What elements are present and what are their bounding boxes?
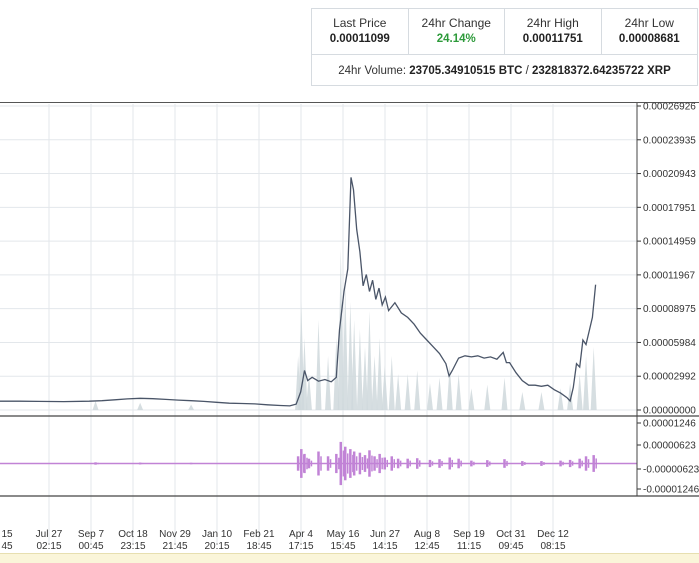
x-tick-date: Nov 29 — [159, 529, 191, 540]
volume-bar — [576, 374, 583, 410]
y-tick-label: 0.00020943 — [643, 169, 696, 180]
volume-bar — [315, 320, 322, 410]
last-price-label: Last Price — [333, 16, 387, 30]
volume-bar — [137, 402, 144, 410]
volume-xrp: 232818372.64235722 XRP — [531, 65, 671, 77]
volume-bar — [446, 365, 453, 410]
volume-bar — [325, 356, 332, 410]
volume-bar — [414, 370, 421, 410]
low-stat: 24hr Low 0.00008681 — [602, 9, 698, 54]
x-tick-time: 17:15 — [288, 541, 313, 552]
volume-bar — [567, 383, 574, 410]
volume-bar — [388, 356, 395, 410]
x-tick-time: 02:15 — [36, 541, 61, 552]
volume-bar — [468, 388, 475, 410]
x-tick-date: Apr 4 — [289, 529, 313, 540]
volume-separator: / — [522, 65, 532, 77]
volume-bar — [538, 392, 545, 410]
x-tick-date: Jan 10 — [202, 529, 232, 540]
x-tick-date: Aug 8 — [414, 529, 441, 540]
x-tick-date: Oct 31 — [496, 529, 526, 540]
x-tick-date: Sep 19 — [453, 529, 485, 540]
x-tick-time: 45 — [1, 541, 13, 552]
osc-tick-label: 0.00000623 — [643, 441, 696, 452]
y-tick-label: 0.00011967 — [643, 270, 696, 281]
volume-bar — [351, 320, 358, 410]
volume-bar — [366, 311, 373, 410]
x-tick-time: 21:45 — [162, 541, 187, 552]
x-tick-time: 18:45 — [246, 541, 271, 552]
volume-row: 24hr Volume: 23705.34910515 BTC / 232818… — [312, 55, 697, 87]
volume-bar — [356, 329, 363, 410]
volume-bar — [557, 388, 564, 410]
x-tick-date: Jul 27 — [36, 529, 63, 540]
y-tick-label: 0.00008975 — [643, 304, 696, 315]
osc-tick-label: -0.00001246 — [643, 485, 699, 496]
change-value: 24.14% — [436, 33, 476, 45]
change-stat: 24hr Change 24.14% — [409, 9, 505, 54]
x-tick-date: Jun 27 — [370, 529, 400, 540]
y-tick-label: 0.00014959 — [643, 237, 696, 248]
price-line — [0, 177, 597, 407]
x-tick-time: 08:15 — [540, 541, 565, 552]
footer-bar — [0, 553, 699, 563]
x-tick-time: 20:15 — [204, 541, 229, 552]
x-tick-date: Sep 7 — [78, 529, 105, 540]
osc-tick-label: 0.00001246 — [643, 419, 696, 430]
y-tick-label: 0.00005984 — [643, 338, 696, 349]
volume-bar — [395, 374, 402, 410]
x-tick-date: Feb 21 — [243, 529, 275, 540]
volume-bar — [347, 302, 354, 410]
volume-bar — [519, 392, 526, 410]
low-label: 24hr Low — [624, 16, 674, 30]
low-value: 0.00008681 — [618, 33, 680, 45]
volume-label: 24hr Volume: — [338, 65, 407, 77]
x-tick-time: 00:45 — [78, 541, 103, 552]
high-value: 0.00011751 — [522, 33, 583, 45]
volume-bar — [376, 338, 383, 410]
y-tick-label: 0.00023935 — [643, 135, 696, 146]
volume-bar — [426, 383, 433, 410]
volume-bar — [484, 384, 491, 410]
x-tick-time: 14:15 — [372, 541, 397, 552]
volume-bar — [436, 377, 443, 410]
volume-bar — [381, 365, 388, 410]
volume-bar — [305, 374, 312, 410]
y-tick-label: 0.00002992 — [643, 372, 696, 383]
volume-bar — [188, 404, 195, 410]
x-tick-date: Dec 12 — [537, 529, 569, 540]
high-label: 24hr High — [526, 16, 579, 30]
x-tick-date: Oct 18 — [118, 529, 148, 540]
volume-bar — [371, 356, 378, 410]
volume-bar — [583, 356, 590, 410]
volume-btc: 23705.34910515 BTC — [409, 65, 523, 77]
volume-bar — [501, 377, 508, 410]
price-chart[interactable]: 0.00026926 0.00023935 0.00020943 0.00017951… — [0, 100, 699, 553]
volume-bar — [590, 347, 597, 410]
volume-bar — [337, 248, 344, 410]
y-tick-label: 0.00026926 — [643, 102, 696, 113]
change-label: 24hr Change — [421, 16, 491, 30]
y-tick-label: 0.00000000 — [643, 406, 696, 417]
last-price-value: 0.00011099 — [329, 33, 390, 45]
ticker-stats-row: Last Price 0.00011099 24hr Change 24.14%… — [312, 9, 697, 55]
last-price-stat: Last Price 0.00011099 — [312, 9, 409, 54]
x-tick-time: 09:45 — [498, 541, 523, 552]
volume-bar — [404, 374, 411, 410]
ticker-panel: Last Price 0.00011099 24hr Change 24.14%… — [311, 8, 698, 86]
volume-bar — [342, 284, 349, 410]
volume-bar — [362, 347, 369, 410]
osc-tick-label: -0.00000623 — [643, 465, 699, 476]
volume-bar — [92, 401, 99, 410]
y-tick-label: 0.00017951 — [643, 203, 696, 214]
x-tick-time: 23:15 — [120, 541, 145, 552]
x-tick-date: 15 — [1, 529, 13, 540]
x-tick-time: 15:45 — [330, 541, 355, 552]
volume-bar — [455, 374, 462, 410]
x-tick-time: 12:45 — [414, 541, 439, 552]
x-tick-time: 11:15 — [457, 541, 482, 552]
x-tick-date: May 16 — [327, 529, 360, 540]
high-stat: 24hr High 0.00011751 — [505, 9, 602, 54]
